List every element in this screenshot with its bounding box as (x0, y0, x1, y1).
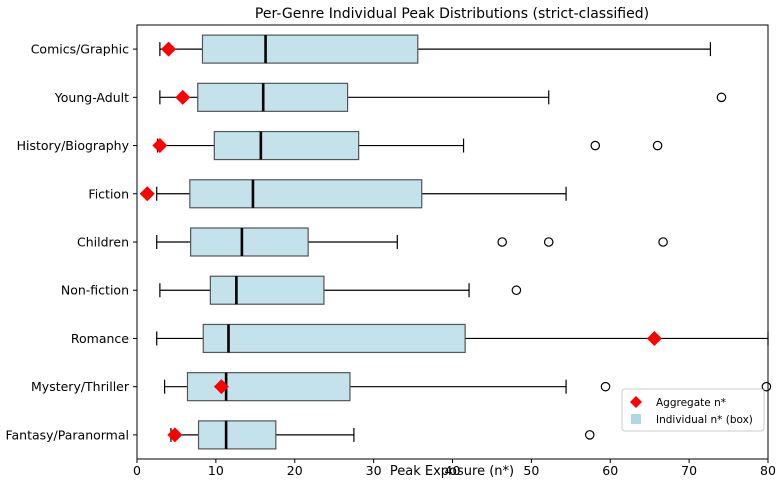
iqr-box (202, 323, 466, 354)
y-tick-label: Non-fiction (61, 283, 129, 298)
y-axis: Comics/Graphic Young-Adult History/Biograp… (5, 42, 137, 442)
x-tick-label: 40 (445, 463, 461, 478)
outlier-point (716, 92, 727, 103)
box-group (152, 130, 663, 161)
box-group (156, 323, 769, 354)
x-tick-label: 0 (133, 463, 141, 478)
outlier-point (658, 237, 668, 247)
iqr-box (197, 420, 277, 450)
chart-title: Per-Genre Individual Peak Distributions … (255, 6, 649, 22)
y-tick-label: Romance (71, 331, 129, 346)
legend: Aggregate n* Individual n* (box) (621, 388, 765, 432)
aggregate-marker (167, 427, 183, 443)
box-group (139, 179, 567, 209)
x-axis-label: Peak Exposure (n*) (390, 464, 514, 479)
x-axis: 0 10 20 30 40 50 60 70 80 (133, 459, 776, 478)
aggregate-marker (161, 41, 177, 57)
box-group (164, 372, 772, 402)
x-tick-label: 60 (602, 463, 618, 478)
outlier-point (600, 381, 611, 392)
outlier-point (497, 237, 507, 247)
y-tick-label: History/Biography (17, 138, 130, 153)
outlier-point (590, 140, 601, 151)
x-tick-label: 80 (760, 463, 776, 478)
outlier-point (652, 140, 663, 151)
aggregate-marker (646, 330, 662, 346)
x-tick-label: 10 (208, 463, 224, 478)
box-group (159, 275, 522, 305)
y-tick-label: Fiction (88, 186, 129, 201)
aggregate-marker (152, 138, 168, 154)
iqr-box (186, 372, 351, 402)
x-tick-label: 20 (287, 463, 303, 478)
iqr-box (201, 34, 419, 64)
outlier-point (584, 430, 595, 440)
box-group (167, 420, 595, 450)
legend-label: Individual n* (box) (656, 414, 753, 426)
iqr-box (189, 179, 423, 209)
legend-label: Aggregate n* (656, 397, 726, 409)
x-tick-label: 50 (523, 463, 539, 478)
x-tick-label: 30 (366, 463, 382, 478)
plot-area (139, 34, 772, 450)
outlier-point (761, 381, 772, 392)
y-tick-label: Children (77, 235, 129, 250)
box-group (159, 34, 712, 64)
iqr-box (190, 227, 309, 257)
aggregate-marker (213, 379, 229, 395)
box-group (159, 82, 727, 112)
legend-diamond-swatch (630, 396, 642, 408)
aggregate-marker (175, 89, 191, 105)
box-group (156, 227, 668, 257)
x-tick-label: 70 (681, 463, 697, 478)
iqr-box (213, 130, 360, 161)
iqr-box (197, 82, 349, 112)
y-tick-label: Comics/Graphic (31, 42, 129, 57)
iqr-box (209, 275, 325, 305)
legend-box-swatch (631, 414, 641, 424)
aggregate-marker (139, 186, 155, 202)
outlier-point (511, 285, 522, 296)
y-tick-label: Fantasy/Paranormal (5, 427, 129, 442)
legend-frame (621, 388, 765, 432)
y-tick-label: Mystery/Thriller (31, 379, 130, 394)
y-tick-label: Young-Adult (54, 90, 129, 105)
outlier-point (543, 237, 554, 247)
